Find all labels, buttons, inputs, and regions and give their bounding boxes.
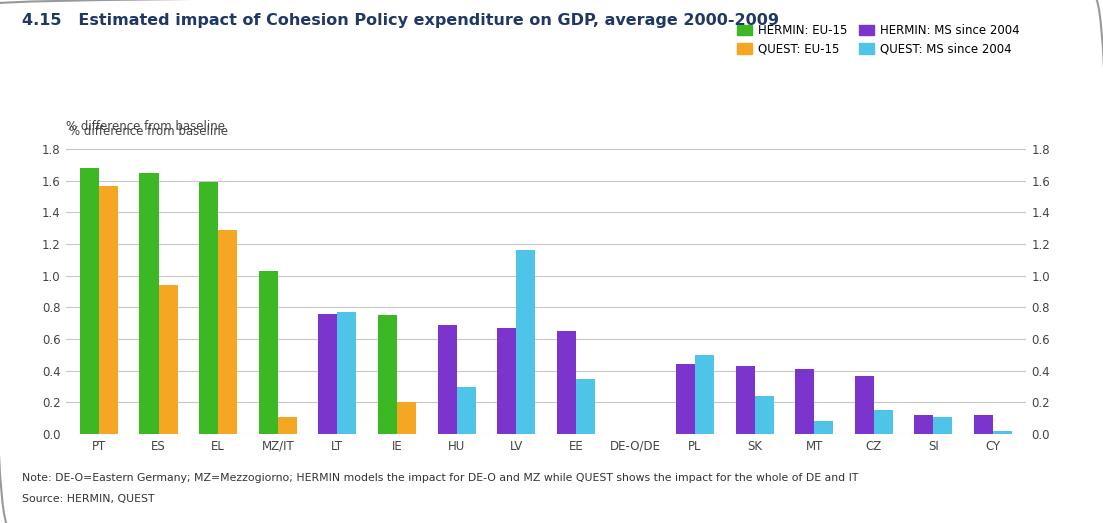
Bar xyxy=(557,352,576,434)
Bar xyxy=(814,422,833,434)
Bar xyxy=(993,431,1013,434)
Bar xyxy=(497,328,516,434)
Text: Note: DE-O=Eastern Germany; MZ=Mezzogiorno; HERMIN models the impact for DE-O an: Note: DE-O=Eastern Germany; MZ=Mezzogior… xyxy=(22,473,858,483)
Bar xyxy=(676,365,695,434)
Bar xyxy=(736,366,754,434)
Text: Source: HERMIN, QUEST: Source: HERMIN, QUEST xyxy=(22,494,154,504)
Bar xyxy=(457,386,475,434)
Bar xyxy=(754,396,773,434)
Bar xyxy=(795,369,814,434)
Bar xyxy=(855,376,874,434)
Bar xyxy=(99,186,118,434)
Bar xyxy=(557,331,576,434)
Bar xyxy=(874,411,892,434)
Bar xyxy=(218,230,237,434)
Bar xyxy=(378,315,397,434)
Bar xyxy=(516,251,535,434)
Bar xyxy=(438,325,457,434)
Bar xyxy=(338,312,356,434)
Bar xyxy=(914,415,933,434)
Bar xyxy=(695,355,714,434)
Bar xyxy=(200,183,218,434)
Text: % difference from baseline: % difference from baseline xyxy=(66,120,225,133)
Bar xyxy=(933,417,953,434)
Bar xyxy=(974,415,993,434)
Bar xyxy=(278,417,297,434)
Bar xyxy=(576,379,595,434)
Bar xyxy=(576,426,595,434)
Bar xyxy=(139,173,159,434)
Bar xyxy=(79,168,99,434)
Bar xyxy=(159,285,178,434)
Text: % difference from baseline: % difference from baseline xyxy=(69,125,228,138)
Text: 4.15   Estimated impact of Cohesion Policy expenditure on GDP, average 2000-2009: 4.15 Estimated impact of Cohesion Policy… xyxy=(22,13,779,28)
Legend: HERMIN: EU-15, QUEST: EU-15, HERMIN: MS since 2004, QUEST: MS since 2004: HERMIN: EU-15, QUEST: EU-15, HERMIN: MS … xyxy=(737,24,1020,55)
Bar xyxy=(397,402,416,434)
Bar xyxy=(259,271,278,434)
Bar xyxy=(319,314,338,434)
